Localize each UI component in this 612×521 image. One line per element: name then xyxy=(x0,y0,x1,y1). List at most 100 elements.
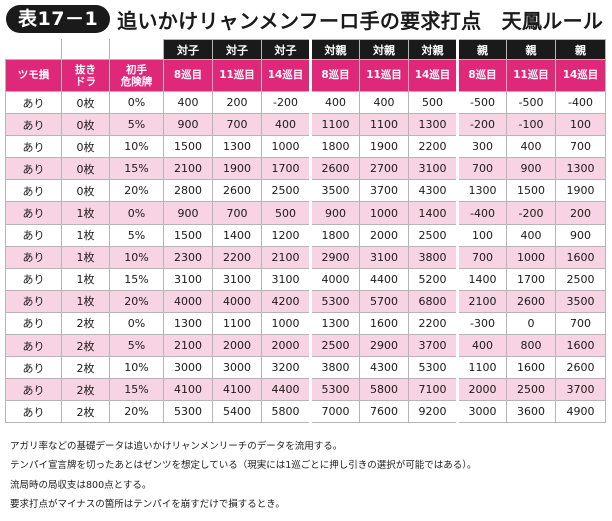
table-cell: 3100 xyxy=(212,267,262,291)
column-header: 14巡目 xyxy=(408,59,458,92)
table-cell: あり xyxy=(5,245,62,269)
table-cell: 3700 xyxy=(408,334,458,358)
table-cell: あり xyxy=(5,223,62,247)
table-cell: 1900 xyxy=(212,157,262,181)
table-cell: 5300 xyxy=(309,378,360,402)
table-cell: 10% xyxy=(109,356,164,380)
table-cell: 10% xyxy=(109,245,164,269)
table-cell: 1800 xyxy=(309,135,360,159)
table-cell: 7100 xyxy=(408,378,458,402)
table-cell: 2枚 xyxy=(61,378,110,402)
table-cell: 500 xyxy=(408,90,458,115)
table-cell: 900 xyxy=(309,201,360,225)
table-cell: 2100 xyxy=(163,157,213,181)
table-cell: 7000 xyxy=(309,400,360,424)
table-cell: 3000 xyxy=(456,400,507,424)
table-cell: 3100 xyxy=(359,245,409,269)
table-row: あり 1枚 15% 3100 3100 3100 4000 4400 5200 1400 1700 2… xyxy=(5,267,606,291)
table-cell: 2200 xyxy=(408,135,458,159)
table-cell: 700 xyxy=(456,245,507,269)
table-cell: 15% xyxy=(109,157,164,181)
table-cell: 2500 xyxy=(555,267,606,291)
table-cell: 2枚 xyxy=(61,356,110,380)
table-cell: 400 xyxy=(309,90,360,115)
table-cell: あり xyxy=(5,289,62,313)
table-cell: 2100 xyxy=(456,289,507,313)
page-title: 追いかけリャンメンフーロ手の要求打点 天鳳ルール xyxy=(117,8,604,33)
table-cell: 1300 xyxy=(309,311,360,336)
table-row: あり 1枚 20% 4000 4000 4200 5300 5700 6800 2100 2600 3… xyxy=(5,289,606,313)
table-cell: あり xyxy=(5,90,62,115)
table-cell: 20% xyxy=(109,289,164,313)
table-cell: あり xyxy=(5,179,62,203)
column-header: 8巡目 xyxy=(309,59,360,92)
table-cell: 4100 xyxy=(163,378,213,402)
table-cell: 1700 xyxy=(261,157,311,181)
table-cell: 3100 xyxy=(261,267,311,291)
table-cell: あり xyxy=(5,113,62,137)
table-cell: 3800 xyxy=(309,356,360,380)
table-cell: あり xyxy=(5,201,62,225)
table-cell: 2600 xyxy=(555,356,606,380)
table-cell: 1000 xyxy=(261,311,311,336)
table-cell: 15% xyxy=(109,267,164,291)
table-cell: 1300 xyxy=(212,135,262,159)
table-cell: 5% xyxy=(109,334,164,358)
table-cell: 5800 xyxy=(359,378,409,402)
table-row: あり 1枚 10% 2300 2200 2100 2900 3100 3800 700 1000 16… xyxy=(5,245,606,269)
table-cell: 900 xyxy=(506,157,556,181)
table-cell: あり xyxy=(5,311,62,336)
table-row: あり 0枚 15% 2100 1900 1700 2600 2700 3100 700 900 130… xyxy=(5,157,606,181)
group-header-cell: 親 xyxy=(555,39,606,60)
group-header-cell: 対親 xyxy=(309,39,360,60)
table-cell: あり xyxy=(5,378,62,402)
column-header: ツモ損 xyxy=(5,59,62,92)
group-header-cell: 親 xyxy=(456,39,507,60)
table-cell: 0% xyxy=(109,311,164,336)
table-cell: 4300 xyxy=(408,179,458,203)
table-cell: 4000 xyxy=(309,267,360,291)
table-cell: -400 xyxy=(555,90,606,115)
table-cell: 1600 xyxy=(555,334,606,358)
table-cell: 800 xyxy=(506,334,556,358)
table-cell: 1枚 xyxy=(61,201,110,225)
table-cell: 4400 xyxy=(359,267,409,291)
table-cell: 1900 xyxy=(555,179,606,203)
column-header: 8巡目 xyxy=(163,59,213,92)
column-header: 11巡目 xyxy=(359,59,409,92)
footnote-line: 要求打点がマイナスの箇所はテンパイを崩すだけで損するとき。 xyxy=(10,498,285,510)
footnote-line: テンパイ宣言牌を切ったあとはゼンツを想定している（現実には1巡ごとに押し引きの選… xyxy=(10,460,477,472)
table-cell: 1500 xyxy=(506,179,556,203)
table-cell: 0枚 xyxy=(61,113,110,137)
table-cell: 2枚 xyxy=(61,311,110,336)
column-header-row: ツモ損 抜き ドラ 初手 危険牌 8巡目 11巡目 14巡目 8巡目 11巡目 14巡目 8巡目 11巡… xyxy=(5,59,606,92)
table-cell: 3100 xyxy=(408,157,458,181)
table-cell: 1600 xyxy=(555,245,606,269)
table-cell: 2800 xyxy=(163,179,213,203)
table-cell: 1100 xyxy=(456,356,507,380)
table-cell: 100 xyxy=(456,223,507,247)
table-cell: 500 xyxy=(261,201,311,225)
table-cell: 2000 xyxy=(261,334,311,358)
table-cell: 5% xyxy=(109,113,164,137)
table-cell: 1700 xyxy=(506,267,556,291)
table-cell: -500 xyxy=(456,90,507,115)
table-cell: 300 xyxy=(456,135,507,159)
table-number-badge: 表17－1 xyxy=(6,5,111,33)
table-cell: 3000 xyxy=(212,356,262,380)
table-cell: 1000 xyxy=(506,245,556,269)
table-row: あり 0枚 5% 900 700 400 1100 1100 1300 -200 -100 100 xyxy=(5,113,606,137)
group-header-cell: 対親 xyxy=(359,39,409,60)
table-cell: 1枚 xyxy=(61,223,110,247)
table-cell: 0枚 xyxy=(61,157,110,181)
table-cell: 5% xyxy=(109,223,164,247)
table-cell: あり xyxy=(5,400,62,424)
table-cell: 20% xyxy=(109,179,164,203)
table-row: あり 1枚 0% 900 700 500 900 1000 1400 -400 -200 200 xyxy=(5,201,606,225)
table-cell: 2100 xyxy=(261,245,311,269)
table-row: あり 2枚 10% 3000 3000 3200 3800 4300 5300 1100 1600 2… xyxy=(5,356,606,380)
table-cell: 1300 xyxy=(555,157,606,181)
table-cell: 2枚 xyxy=(61,400,110,424)
table-cell: -200 xyxy=(456,113,507,137)
table-cell: 0% xyxy=(109,201,164,225)
